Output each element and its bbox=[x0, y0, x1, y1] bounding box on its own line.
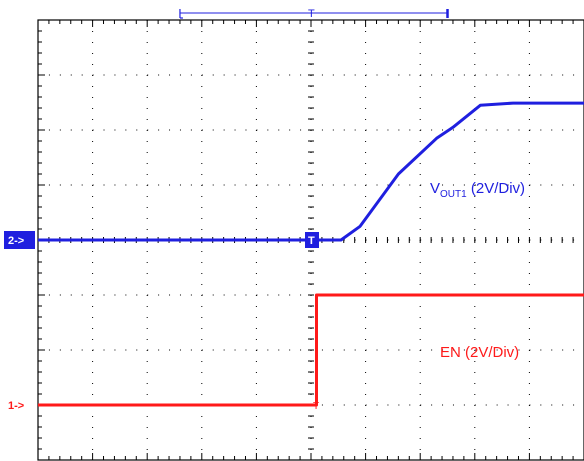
ch2-marker-box bbox=[4, 231, 35, 249]
annotations: VOUT1 (2V/Div) EN (2V/Div) bbox=[179, 9, 525, 361]
channel-markers: 2-> 1-> T T T bbox=[4, 8, 319, 412]
trigger-marker-box bbox=[305, 232, 319, 248]
traces bbox=[38, 101, 584, 407]
en-trace bbox=[38, 293, 584, 407]
ch2-marker: 2-> bbox=[8, 235, 24, 247]
vout-trace-label: VOUT1 (2V/Div) bbox=[430, 180, 525, 200]
trigger-position-marker: T bbox=[313, 401, 319, 412]
vout-label-main: V bbox=[430, 180, 440, 197]
vout-trace bbox=[38, 101, 584, 242]
en-trace-label: EN (2V/Div) bbox=[440, 344, 519, 361]
vout-label-rest: (2V/Div) bbox=[467, 180, 525, 197]
ch1-marker: 1-> bbox=[8, 400, 24, 412]
trigger-marker: T bbox=[308, 235, 315, 247]
top-trigger-marker: T bbox=[308, 8, 315, 20]
vout-label-sub: OUT1 bbox=[440, 189, 467, 200]
